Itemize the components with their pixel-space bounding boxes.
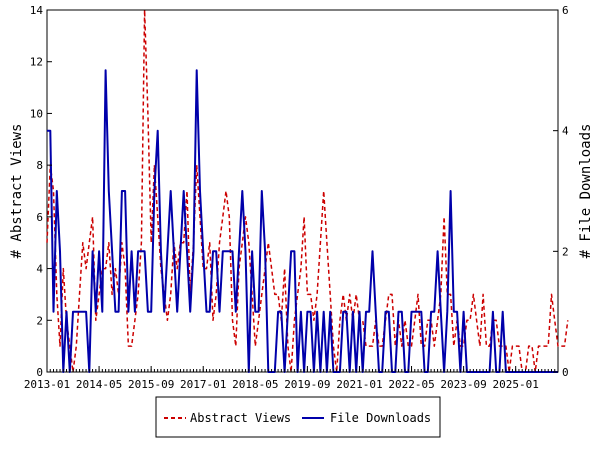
legend-label-abstract-views: Abstract Views [190,411,291,425]
y-right-axis: 0 2 4 6 [553,4,569,379]
y-right-tick-label: 2 [562,245,569,258]
x-tick-label: 2025-01 [493,378,539,391]
y-left-tick-label: 4 [36,263,43,276]
x-tick-label: 2023-09 [440,378,486,391]
x-tick-label: 2021-01 [336,378,382,391]
y-left-tick-label: 0 [36,366,43,379]
x-tick-label: 2018-05 [232,378,278,391]
series-layer [46,9,569,373]
x-tick-label: 2013-01 [24,378,70,391]
y-left-tick-label: 12 [30,56,43,69]
plot-frame [46,9,559,373]
x-axis: 2013-01 2014-05 2015-09 2017-01 2018-05 2019-… [24,366,559,391]
x-tick-label: 2015-09 [128,378,174,391]
x-tick-label: 2017-01 [180,378,226,391]
legend-box [155,396,441,438]
legend: Abstract Views File Downloads [155,396,441,438]
y-right-tick-label: 4 [562,125,569,138]
x-tick-label: 2019-09 [284,378,330,391]
y-left-tick-label: 8 [36,159,43,172]
x-tick-label: 2014-05 [76,378,122,391]
series-line-abstract-views [46,9,569,373]
series-line-file-downloads [47,69,558,373]
y-left-axis: 0 2 4 6 8 10 12 14 [30,4,52,379]
y-left-tick-label: 2 [36,314,43,327]
y-left-tick-label: 10 [30,107,43,120]
legend-label-file-downloads: File Downloads [330,411,431,425]
y-left-tick-label: 14 [30,4,44,17]
y-left-axis-title: # Abstract Views [9,124,25,259]
y-right-tick-label: 0 [562,366,569,379]
y-right-tick-label: 6 [562,4,569,17]
y-left-tick-label: 6 [36,211,43,224]
y-right-axis-title: # File Downloads [578,124,594,259]
x-tick-label: 2022-05 [388,378,434,391]
